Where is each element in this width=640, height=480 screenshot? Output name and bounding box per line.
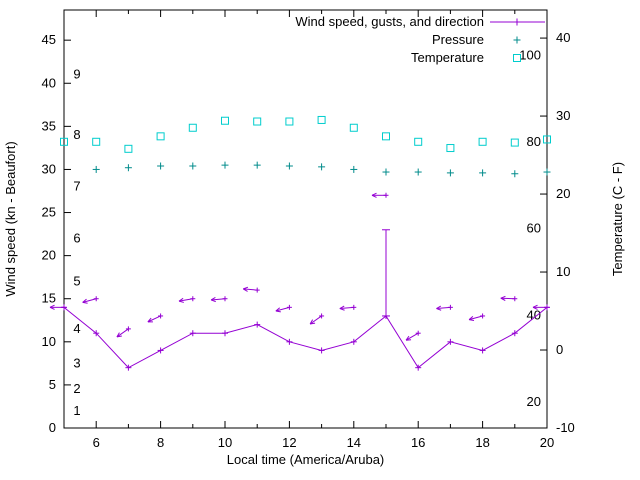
square-marker (188, 123, 197, 132)
x-axis-title: Local time (America/Aruba) (227, 452, 385, 467)
y-left-tick-label: 30 (42, 161, 56, 176)
wind-gusts-series (49, 192, 550, 341)
beaufort-label: 1 (73, 403, 80, 418)
legend-label: Wind speed, gusts, and direction (295, 14, 484, 29)
y-left-tick-label: 35 (42, 118, 56, 133)
legend-label: Pressure (432, 32, 484, 47)
y-right-axis: -10 0 10 20 30 40 Temperature (C - F) 20 40 60 80 1… (519, 30, 625, 435)
square-marker (124, 144, 133, 153)
square-marker (221, 116, 229, 125)
beaufort-label: 8 (73, 127, 80, 142)
plot-border (63, 9, 548, 429)
square-marker (285, 117, 294, 126)
square-marker (414, 137, 423, 146)
y-left-tick-label: 0 (49, 420, 56, 435)
fahrenheit-label: 40 (527, 307, 541, 322)
square-marker (317, 115, 326, 124)
fahrenheit-label: 100 (519, 47, 541, 62)
square-marker (60, 137, 68, 146)
wind-speed-series (61, 304, 550, 371)
x-tick-label: 20 (540, 435, 554, 450)
beaufort-label: 4 (73, 321, 80, 336)
y-left-tick-label: 5 (49, 377, 56, 392)
y-left-tick-label: 15 (42, 291, 56, 306)
x-tick-label: 16 (411, 435, 425, 450)
gust-error-bar (382, 229, 390, 317)
y-right-tick-label: 0 (556, 342, 563, 357)
y-left-tick-label: 10 (42, 334, 56, 349)
beaufort-label: 2 (73, 381, 80, 396)
fahrenheit-label: 20 (527, 394, 541, 409)
square-marker (156, 132, 165, 141)
square-marker (92, 137, 101, 146)
beaufort-label: 7 (73, 179, 80, 194)
square-marker (253, 117, 262, 126)
y-left-axis-title: Wind speed (kn - Beaufort) (3, 141, 18, 296)
y-right-tick-label: 30 (556, 108, 570, 123)
x-tick-label: 14 (347, 435, 361, 450)
y-right-tick-label: -10 (556, 420, 575, 435)
square-marker (543, 135, 551, 144)
x-tick-label: 8 (157, 435, 164, 450)
legend-label: Temperature (411, 50, 484, 65)
fahrenheit-label: 80 (527, 134, 541, 149)
square-marker (446, 144, 455, 153)
fahrenheit-label: 60 (527, 221, 541, 236)
x-tick-label: 12 (282, 435, 296, 450)
y-left-tick-label: 25 (42, 205, 56, 220)
beaufort-label: 3 (73, 355, 80, 370)
y-right-tick-label: 40 (556, 30, 570, 45)
y-right-tick-label: 10 (556, 264, 570, 279)
y-left-tick-label: 40 (42, 75, 56, 90)
y-left-tick-label: 20 (42, 248, 56, 263)
x-tick-label: 10 (218, 435, 232, 450)
x-tick-label: 18 (475, 435, 489, 450)
y-left-tick-label: 45 (42, 32, 56, 47)
y-right-axis-title: Temperature (C - F) (610, 162, 625, 276)
square-marker (478, 137, 487, 146)
square-marker (510, 138, 519, 147)
y-right-tick-label: 20 (556, 186, 570, 201)
pressure-series (92, 161, 551, 178)
wind-speed-line (63, 306, 548, 369)
temperature-series (60, 115, 551, 153)
square-marker (349, 123, 358, 132)
x-tick-label: 6 (93, 435, 100, 450)
legend: Wind speed, gusts, and direction Pressure… (295, 14, 545, 65)
square-marker (382, 132, 390, 141)
beaufort-label: 6 (73, 230, 80, 245)
square-marker (513, 54, 521, 62)
beaufort-label: 9 (73, 67, 80, 82)
beaufort-label: 5 (73, 273, 80, 288)
